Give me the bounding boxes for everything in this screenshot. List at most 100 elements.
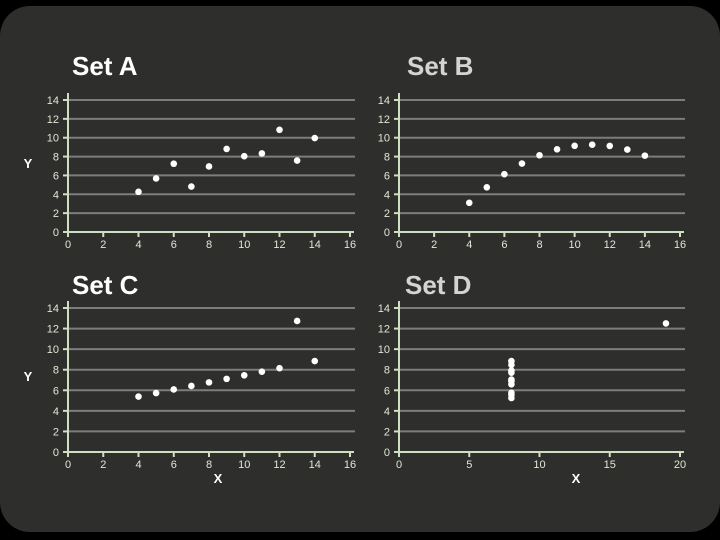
y-tick-label: 4 xyxy=(384,189,390,201)
data-point xyxy=(483,184,491,191)
y-tick-label: 4 xyxy=(53,189,59,201)
chart-title: Set D xyxy=(405,270,472,300)
chart-title: Set C xyxy=(72,270,139,300)
x-tick-label: 2 xyxy=(431,239,437,251)
y-tick-label: 14 xyxy=(47,303,59,315)
data-point xyxy=(508,391,515,399)
y-tick-label: 10 xyxy=(47,133,59,145)
y-tick-label: 8 xyxy=(53,365,59,377)
data-point xyxy=(508,367,515,374)
x-tick-label: 12 xyxy=(604,239,616,251)
x-tick-label: 14 xyxy=(309,239,321,251)
data-point xyxy=(311,357,319,365)
chart-title: Set A xyxy=(72,51,138,81)
data-point xyxy=(553,146,561,153)
y-tick-label: 12 xyxy=(378,114,390,126)
y-axis-label: Y xyxy=(23,369,33,384)
x-tick-label: 12 xyxy=(273,459,285,471)
chart-set-d: 0 2 4 6 8 10 12 14 0 5 10 15 20 Set D X xyxy=(360,270,720,540)
slide-background xyxy=(0,6,720,532)
x-tick-label: 6 xyxy=(171,459,177,471)
data-point xyxy=(205,379,213,386)
y-tick-label: 14 xyxy=(378,95,390,107)
data-point xyxy=(258,150,266,157)
data-point xyxy=(205,163,213,170)
chart-title: Set B xyxy=(407,51,474,81)
x-tick-label: 4 xyxy=(135,459,141,471)
y-tick-label: 8 xyxy=(384,152,390,164)
y-tick-label: 14 xyxy=(378,303,390,315)
y-tick-label: 0 xyxy=(53,227,59,239)
y-axis-label: Y xyxy=(23,156,33,171)
data-point xyxy=(135,188,142,196)
x-tick-label: 16 xyxy=(674,239,686,251)
x-tick-label: 5 xyxy=(466,459,472,471)
data-point xyxy=(240,371,248,379)
x-tick-label: 6 xyxy=(501,239,507,251)
data-point xyxy=(258,368,266,375)
data-point xyxy=(641,152,649,159)
y-tick-label: 10 xyxy=(378,344,390,356)
data-point xyxy=(508,361,515,369)
x-tick-label: 16 xyxy=(344,239,356,251)
x-tick-label: 0 xyxy=(65,239,71,251)
chart-set-b: 0 2 4 6 8 10 12 14 0 2 4 6 8 10 12 14 16 Set B xyxy=(360,0,720,270)
data-point xyxy=(240,152,248,160)
x-tick-label: 6 xyxy=(171,239,177,251)
data-point xyxy=(588,141,596,148)
data-point xyxy=(170,386,178,393)
y-tick-label: 8 xyxy=(384,365,390,377)
data-point xyxy=(152,389,160,397)
y-tick-label: 2 xyxy=(384,426,390,438)
x-tick-label: 0 xyxy=(65,459,71,471)
y-tick-label: 0 xyxy=(384,227,390,239)
x-tick-label: 8 xyxy=(206,239,212,251)
data-point xyxy=(188,183,195,190)
data-point xyxy=(293,157,301,164)
data-point xyxy=(293,317,301,325)
y-tick-label: 6 xyxy=(53,385,59,397)
y-tick-label: 6 xyxy=(384,170,390,182)
y-tick-label: 0 xyxy=(384,447,390,459)
x-tick-label: 10 xyxy=(238,459,250,471)
scatter-plot-set-c: 0 2 4 6 8 10 12 14 0 2 4 6 8 10 12 14 16 xyxy=(47,301,356,471)
chart-set-a: 0 2 4 6 8 10 12 14 0 2 4 6 8 10 12 14 16 Set A Y xyxy=(0,0,360,270)
y-tick-label: 2 xyxy=(53,426,59,438)
data-point xyxy=(606,142,614,150)
data-point xyxy=(508,377,515,385)
scatter-plot-set-b: 0 2 4 6 8 10 12 14 0 2 4 6 8 10 12 14 16 xyxy=(378,93,686,251)
x-tick-label: 0 xyxy=(396,239,402,251)
data-point xyxy=(276,364,283,372)
data-point xyxy=(624,146,631,153)
y-tick-label: 12 xyxy=(378,324,390,336)
data-point xyxy=(311,134,319,142)
data-point xyxy=(276,126,283,134)
y-tick-label: 10 xyxy=(378,133,390,145)
x-tick-label: 10 xyxy=(533,459,545,471)
x-tick-label: 2 xyxy=(100,459,106,471)
x-tick-label: 16 xyxy=(344,459,356,471)
x-tick-label: 2 xyxy=(100,239,106,251)
y-tick-label: 2 xyxy=(53,208,59,220)
y-tick-label: 14 xyxy=(47,95,59,107)
x-tick-label: 10 xyxy=(238,239,250,251)
data-point xyxy=(135,393,142,400)
x-tick-label: 14 xyxy=(639,239,651,251)
x-tick-label: 4 xyxy=(466,239,472,251)
data-point xyxy=(188,382,195,390)
data-point xyxy=(518,160,526,167)
y-tick-label: 12 xyxy=(47,114,59,126)
data-point xyxy=(662,320,670,327)
y-tick-label: 4 xyxy=(53,406,59,418)
x-axis-label: X xyxy=(571,471,581,486)
data-point xyxy=(170,160,178,168)
x-tick-label: 10 xyxy=(569,239,581,251)
chart-set-c: 0 2 4 6 8 10 12 14 0 2 4 6 8 10 12 14 16 Set C Y X xyxy=(0,270,360,540)
scatter-plot-set-a: 0 2 4 6 8 10 12 14 0 2 4 6 8 10 12 14 16 xyxy=(47,93,356,251)
y-tick-label: 12 xyxy=(47,324,59,336)
y-tick-label: 8 xyxy=(53,152,59,164)
x-tick-label: 20 xyxy=(674,459,686,471)
data-point xyxy=(223,145,230,153)
data-point xyxy=(501,170,508,178)
